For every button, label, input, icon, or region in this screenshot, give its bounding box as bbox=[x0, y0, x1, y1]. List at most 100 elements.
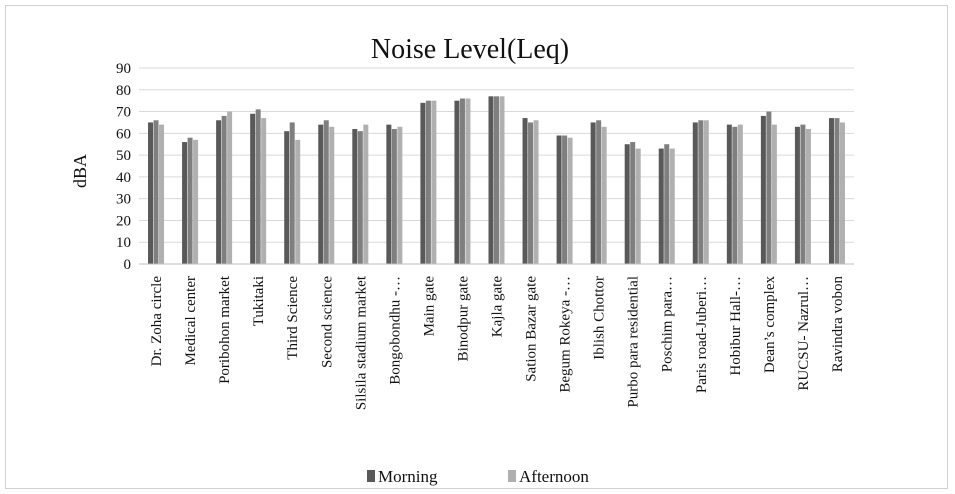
bar bbox=[391, 128, 397, 264]
bar bbox=[828, 118, 834, 264]
bar bbox=[227, 111, 233, 264]
bar bbox=[630, 142, 636, 264]
bar bbox=[255, 109, 261, 264]
bar bbox=[771, 124, 777, 264]
bar bbox=[386, 124, 392, 264]
x-tick-label: Third Science bbox=[285, 276, 301, 360]
bar bbox=[669, 148, 675, 264]
y-tick-label: 70 bbox=[116, 105, 131, 121]
y-tick-label: 10 bbox=[116, 235, 131, 251]
bar bbox=[221, 115, 227, 265]
bar-chart: Noise Level(Leq) dBA 0 10 20 30 40 50 60 70 80 90… bbox=[70, 34, 854, 486]
legend-label-afternoon: Afternoon bbox=[519, 467, 589, 486]
bar bbox=[839, 122, 845, 264]
bar bbox=[494, 96, 499, 264]
bar bbox=[216, 120, 222, 265]
bar bbox=[459, 98, 465, 264]
bar bbox=[182, 142, 188, 264]
chart-title: Noise Level(Leq) bbox=[371, 34, 569, 65]
bar bbox=[522, 118, 528, 264]
y-tick-label: 40 bbox=[116, 170, 131, 186]
bar bbox=[488, 96, 494, 264]
bar bbox=[499, 96, 505, 264]
y-tick-label: 50 bbox=[116, 148, 131, 164]
bar bbox=[528, 122, 534, 264]
bar bbox=[159, 124, 165, 264]
y-tick-label: 60 bbox=[116, 126, 131, 142]
bar bbox=[794, 126, 800, 264]
bar bbox=[590, 122, 596, 264]
y-tick-label: 30 bbox=[116, 192, 131, 208]
x-tick-label: Hobibur Hall-… bbox=[728, 276, 744, 376]
legend: Morning Afternoon bbox=[367, 467, 589, 486]
x-tick-label: Main gate bbox=[421, 276, 437, 337]
bar bbox=[193, 139, 199, 264]
x-tick-label: Sation Bazar gate bbox=[524, 276, 540, 382]
x-tick-label: RUCSU- Nazrul… bbox=[796, 276, 812, 391]
bars bbox=[139, 96, 854, 265]
x-tick-label: Dr. Zoha circle bbox=[149, 276, 165, 367]
bar bbox=[562, 135, 568, 264]
bar bbox=[357, 131, 363, 264]
x-tick-label: Bongobondhu -… bbox=[387, 276, 403, 385]
y-tick-label: 20 bbox=[116, 213, 131, 229]
x-tick-label: Second science bbox=[319, 276, 335, 368]
x-tick-label: Ravindra vobon bbox=[830, 276, 846, 373]
bar bbox=[425, 100, 431, 265]
bar bbox=[261, 118, 267, 264]
x-tick-label: Dean’s complex bbox=[762, 276, 778, 374]
bar bbox=[431, 100, 437, 265]
legend-swatch-afternoon bbox=[508, 470, 516, 482]
y-tick-label: 0 bbox=[124, 257, 132, 273]
x-tick-label: Purbo para residential bbox=[626, 276, 642, 408]
x-tick-label: Paris road-Juberi… bbox=[694, 276, 710, 393]
bar bbox=[624, 144, 630, 264]
bar bbox=[397, 126, 403, 264]
x-tick-label: Begum Rokeya -… bbox=[558, 276, 574, 393]
bar bbox=[318, 124, 324, 264]
bar bbox=[601, 126, 607, 264]
bar bbox=[760, 115, 766, 265]
bar bbox=[635, 148, 641, 264]
x-tick-label: Poschim para… bbox=[660, 276, 676, 372]
bar bbox=[703, 120, 709, 265]
x-tick-label: Iblish Chottor bbox=[592, 276, 608, 360]
bar bbox=[329, 126, 335, 264]
bar bbox=[556, 135, 562, 264]
bar bbox=[834, 118, 840, 264]
bar bbox=[295, 139, 301, 264]
bar bbox=[187, 137, 193, 264]
bar bbox=[454, 100, 460, 265]
x-tick-labels: Dr. Zoha circle Medical center Poribohon m… bbox=[149, 275, 846, 410]
bar bbox=[658, 148, 664, 264]
bar bbox=[698, 120, 704, 265]
bar bbox=[805, 128, 811, 264]
x-tick-label: Poribohon market bbox=[217, 275, 233, 384]
x-tick-label: Tukitaki bbox=[251, 276, 267, 326]
bar bbox=[596, 120, 602, 265]
bar bbox=[363, 124, 369, 264]
y-tick-label: 90 bbox=[116, 61, 131, 77]
bar bbox=[766, 111, 772, 264]
bar bbox=[153, 120, 159, 265]
legend-swatch-morning bbox=[367, 470, 375, 482]
x-tick-label: Silsila stadium market bbox=[353, 275, 369, 410]
bar bbox=[533, 120, 539, 265]
bar bbox=[726, 124, 732, 264]
bar bbox=[732, 126, 738, 264]
bar bbox=[284, 131, 290, 264]
bar bbox=[352, 128, 358, 264]
y-tick-label: 80 bbox=[116, 83, 131, 99]
chart-frame: Noise Level(Leq) dBA 0 10 20 30 40 50 60 70 80 90… bbox=[5, 5, 948, 489]
bar bbox=[692, 122, 698, 264]
bar bbox=[420, 102, 426, 264]
y-tick-labels: 0 10 20 30 40 50 60 70 80 90 bbox=[116, 61, 131, 273]
bar bbox=[250, 113, 256, 264]
x-tick-label: Medical center bbox=[183, 276, 199, 366]
x-tick-label: Binodpur gate bbox=[455, 276, 471, 362]
x-tick-label: Kajla gate bbox=[490, 276, 506, 338]
bar bbox=[148, 122, 154, 264]
bar bbox=[465, 98, 471, 264]
bar bbox=[567, 137, 573, 264]
y-axis-label: dBA bbox=[70, 154, 90, 188]
